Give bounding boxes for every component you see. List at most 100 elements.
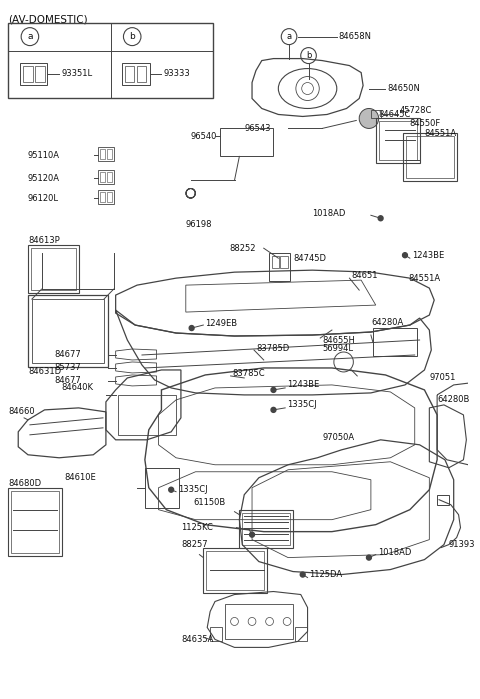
Text: 1125DA: 1125DA	[310, 570, 343, 579]
Circle shape	[359, 108, 379, 129]
Text: 84645C: 84645C	[379, 110, 411, 119]
Text: 97051: 97051	[429, 373, 456, 382]
Circle shape	[378, 216, 383, 221]
Bar	[31, 248, 76, 290]
Text: 84551A: 84551A	[408, 273, 440, 282]
Bar	[295, 628, 307, 642]
Text: 84660: 84660	[9, 408, 35, 417]
Bar	[12, 491, 59, 553]
Text: 64280B: 64280B	[437, 396, 469, 405]
Bar	[204, 547, 267, 593]
Text: 84640K: 84640K	[61, 384, 93, 392]
Text: 84677: 84677	[54, 350, 81, 359]
Bar	[240, 510, 293, 547]
Bar	[403, 134, 456, 181]
Text: 84650N: 84650N	[387, 84, 420, 93]
Bar	[35, 66, 45, 82]
Text: 1018AD: 1018AD	[378, 548, 411, 557]
Bar	[9, 22, 213, 97]
Circle shape	[300, 572, 305, 577]
Text: 96198: 96198	[186, 219, 212, 229]
Text: 1243BE: 1243BE	[412, 251, 444, 260]
Bar	[379, 122, 417, 160]
Circle shape	[189, 326, 194, 331]
Bar	[28, 295, 108, 367]
Text: 1243BE: 1243BE	[287, 380, 319, 389]
Text: 88252: 88252	[229, 244, 256, 253]
Bar	[225, 605, 293, 640]
Text: 61150B: 61150B	[193, 498, 226, 507]
Circle shape	[367, 555, 372, 560]
Text: 93333: 93333	[163, 69, 190, 78]
Circle shape	[169, 487, 174, 492]
Text: 1335CJ: 1335CJ	[178, 485, 208, 494]
Text: 84550F: 84550F	[410, 119, 441, 128]
Text: a: a	[287, 32, 292, 41]
Bar	[242, 512, 290, 545]
Text: 96543: 96543	[244, 124, 271, 133]
Text: 56994L: 56994L	[322, 343, 353, 352]
Text: 84745D: 84745D	[293, 254, 326, 263]
Bar	[145, 468, 179, 507]
Text: (AV-DOMESTIC): (AV-DOMESTIC)	[9, 15, 88, 24]
Bar	[28, 245, 79, 293]
Text: 91393: 91393	[449, 540, 475, 549]
Text: 84551A: 84551A	[424, 129, 456, 138]
Bar	[210, 628, 222, 642]
Text: 1018AD: 1018AD	[312, 209, 346, 218]
Circle shape	[250, 532, 254, 537]
Text: 84635A: 84635A	[181, 635, 213, 644]
Circle shape	[271, 408, 276, 412]
Text: 85737: 85737	[54, 363, 81, 373]
Text: 88257: 88257	[181, 540, 207, 549]
Text: 97050A: 97050A	[322, 433, 354, 442]
Bar	[100, 173, 105, 182]
Bar	[98, 190, 114, 204]
Bar	[107, 192, 112, 202]
Text: 96120L: 96120L	[28, 194, 59, 203]
Bar	[406, 136, 454, 178]
Bar	[272, 257, 279, 268]
Text: b: b	[306, 51, 311, 60]
Text: 1249EB: 1249EB	[205, 319, 238, 328]
Text: a: a	[27, 32, 33, 41]
Circle shape	[271, 387, 276, 392]
Text: 1335CJ: 1335CJ	[287, 401, 317, 410]
Text: 95120A: 95120A	[28, 174, 60, 183]
Text: 84631D: 84631D	[28, 368, 61, 377]
Text: 83785D: 83785D	[256, 343, 289, 352]
Bar	[269, 253, 290, 281]
Text: 1125KC: 1125KC	[181, 523, 213, 532]
Bar	[376, 118, 420, 164]
Bar	[280, 257, 288, 268]
Circle shape	[403, 253, 408, 258]
Bar	[107, 150, 112, 159]
Text: 93351L: 93351L	[61, 69, 92, 78]
Bar	[20, 63, 48, 85]
Bar	[118, 395, 176, 435]
Bar	[206, 551, 264, 589]
Bar	[373, 328, 417, 356]
Bar	[125, 66, 134, 82]
Bar	[98, 147, 114, 161]
Text: 45728C: 45728C	[400, 106, 432, 115]
Bar	[98, 171, 114, 185]
Text: 95110A: 95110A	[28, 151, 60, 160]
Bar	[122, 63, 150, 85]
Text: 96540: 96540	[191, 132, 217, 141]
Bar	[437, 495, 449, 505]
Bar	[371, 110, 381, 118]
Text: 83785C: 83785C	[232, 370, 265, 378]
Text: 84677: 84677	[54, 377, 81, 385]
Text: 64280A: 64280A	[371, 317, 403, 326]
Bar	[220, 129, 274, 157]
Bar	[100, 192, 105, 202]
Bar	[32, 299, 104, 363]
Bar	[23, 66, 33, 82]
Text: b: b	[129, 32, 135, 41]
Text: 84655H: 84655H	[322, 336, 355, 345]
Bar	[100, 150, 105, 159]
Text: 84613P: 84613P	[28, 236, 60, 245]
Bar	[137, 66, 146, 82]
Text: 84680D: 84680D	[9, 480, 42, 488]
